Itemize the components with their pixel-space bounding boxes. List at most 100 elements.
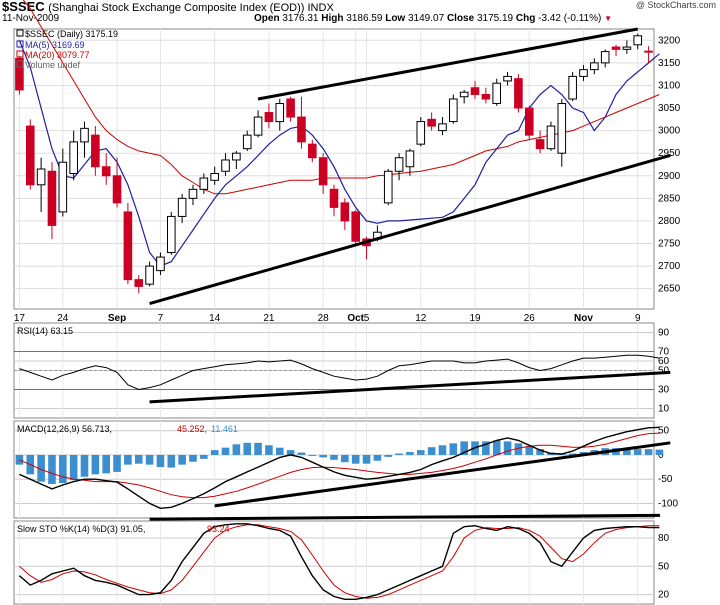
candle-body	[524, 107, 534, 136]
down-arrow-icon: ▼	[604, 14, 613, 23]
macd-histogram-bar	[37, 454, 45, 482]
macd-hist-label: 11.461	[211, 424, 238, 434]
macd-histogram-bar	[80, 454, 89, 477]
candle-body	[145, 265, 154, 285]
price-tick-label: 3150	[658, 58, 681, 69]
macd-histogram-bar	[178, 454, 186, 465]
candle-body	[329, 188, 339, 208]
low-label: Low	[385, 13, 406, 24]
candle-body	[579, 69, 588, 77]
macd-histogram-bar	[655, 449, 664, 455]
close-value: 3175.19	[476, 13, 514, 24]
macd-histogram-bar	[416, 450, 425, 455]
price-tick-label: 3100	[658, 80, 681, 91]
candle-body	[199, 177, 209, 190]
sto-trendline	[149, 513, 661, 521]
macd-histogram-bar	[243, 442, 252, 455]
candle-body	[91, 134, 100, 168]
legend-swatch	[16, 60, 24, 68]
macd-histogram-bar	[232, 444, 241, 455]
macd-panel-tick-label: 50	[658, 426, 670, 437]
macd-histogram-bar	[330, 454, 338, 460]
macd-histogram-bar	[265, 445, 273, 455]
date-tick-label: 12	[415, 313, 427, 324]
macd-histogram-bar	[449, 443, 458, 455]
macd-signal-line	[19, 432, 660, 499]
legend-swatch	[16, 40, 24, 48]
macd-histogram-bar	[134, 454, 143, 464]
candle-body	[535, 139, 545, 150]
candle-body	[340, 202, 350, 222]
macd-histogram-bar	[536, 449, 544, 455]
candle-body	[318, 157, 328, 186]
macd-histogram-bar	[633, 449, 642, 455]
candle-body	[449, 98, 458, 123]
legend-daily: $SSEC (Daily) 3175.19	[25, 29, 118, 39]
brand-watermark: @ StockCharts.com	[635, 0, 716, 10]
macd-trendline	[214, 441, 671, 508]
macd-histogram-bar	[124, 454, 132, 465]
macd-histogram-bar	[59, 454, 67, 484]
price-tick-label: 2900	[658, 171, 681, 182]
macd-histogram-bar	[395, 453, 403, 455]
candle-body	[210, 173, 219, 181]
macd-panel-tick-label: 0	[658, 450, 664, 461]
candle-body	[58, 161, 68, 213]
macd-histogram-bar	[210, 450, 219, 455]
macd-histogram-bar	[156, 454, 165, 468]
candle-body	[394, 157, 404, 172]
date-tick-label: 26	[524, 313, 536, 324]
macd-histogram-bar	[319, 454, 327, 458]
rsi-trendline	[149, 370, 671, 404]
candle-body	[481, 93, 491, 100]
symbol: $SSEC	[2, 0, 45, 14]
date-tick-label: Nov	[574, 313, 593, 324]
candle-body	[80, 127, 89, 143]
candle-body	[156, 256, 165, 272]
macd-panel-tick-label: -100	[658, 498, 678, 509]
candle-body	[25, 125, 35, 186]
macd-histogram-bar	[644, 449, 653, 455]
macd-histogram-bar	[525, 446, 534, 455]
candle-body	[177, 197, 187, 217]
candle-body	[221, 159, 230, 172]
candle-body	[101, 166, 111, 177]
close-label: Close	[446, 13, 475, 24]
sto-panel-tick-label: 50	[658, 561, 670, 572]
legend-ma5: MA(5) 3169.69	[25, 40, 85, 50]
macd-histogram-bar	[373, 454, 382, 461]
macd-histogram-bar	[427, 447, 436, 455]
date-tick-label: 28	[318, 313, 330, 324]
date-tick-label: 19	[469, 313, 481, 324]
sto-panel-tick-label: 20	[658, 590, 670, 601]
candle-body	[123, 211, 133, 281]
macd-histogram-bar	[69, 454, 78, 481]
candle-body	[308, 143, 317, 159]
macd-histogram-bar	[482, 441, 490, 455]
candle-body	[405, 150, 415, 168]
price-tick-label: 2650	[658, 284, 681, 295]
macd-histogram-bar	[91, 454, 100, 475]
rsi-panel-tick-label: 10	[658, 404, 670, 415]
date-tick-label: 24	[57, 313, 69, 324]
legend-ma20: MA(20) 3079.77	[25, 50, 90, 60]
price-trendline	[257, 27, 639, 101]
chg-value: -3.42 (-0.11%)	[538, 13, 602, 24]
macd-label: MACD(12,26,9) 56.713,	[17, 424, 112, 434]
date-tick-label: 7	[158, 313, 164, 324]
price-tick-label: 3200	[658, 35, 681, 46]
candle-body	[166, 215, 176, 254]
rsi-panel-tick-label: 70	[658, 347, 670, 358]
candle-body	[242, 134, 252, 150]
chart-date: 11-Nov-2009	[2, 13, 60, 24]
macd-histogram-bar	[308, 454, 317, 456]
candle-body	[459, 91, 469, 98]
macd-histogram-bar	[145, 454, 154, 465]
price-tick-label: 3000	[658, 126, 681, 137]
date-tick-label: 17	[14, 313, 26, 324]
macd-histogram-bar	[362, 454, 371, 464]
sto-panel-tick-label: 80	[658, 533, 670, 544]
macd-histogram-bar	[568, 453, 577, 455]
chg-label: Chg	[515, 13, 536, 24]
